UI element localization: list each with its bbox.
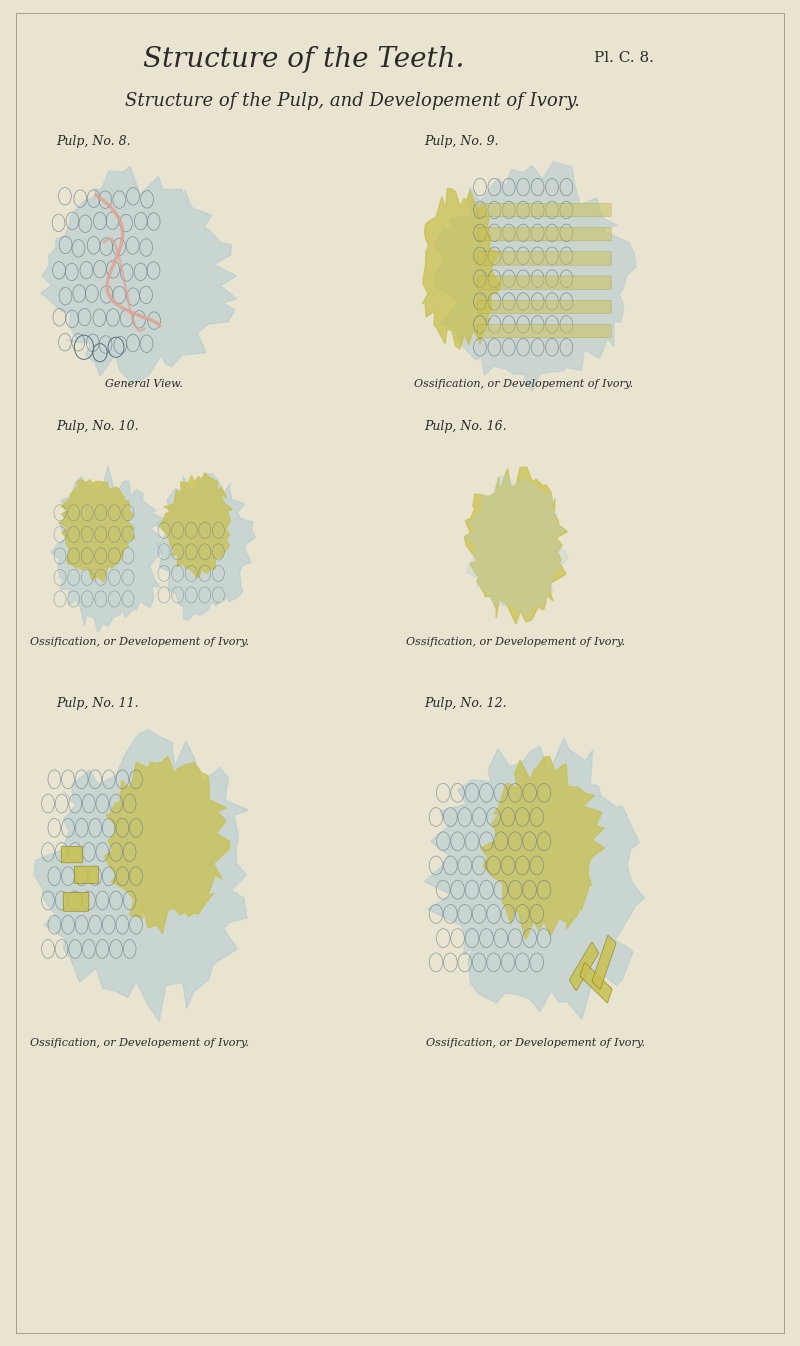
Text: Pulp, No. 9.: Pulp, No. 9. [424, 135, 498, 148]
FancyBboxPatch shape [570, 942, 598, 991]
Polygon shape [41, 167, 237, 382]
Polygon shape [425, 738, 644, 1019]
FancyBboxPatch shape [478, 227, 611, 241]
Polygon shape [155, 474, 255, 619]
FancyBboxPatch shape [478, 203, 611, 217]
FancyBboxPatch shape [74, 867, 98, 884]
Text: Structure of the Teeth.: Structure of the Teeth. [143, 46, 465, 73]
Text: Ossification, or Developement of Ivory.: Ossification, or Developement of Ivory. [414, 378, 634, 389]
FancyBboxPatch shape [478, 300, 611, 314]
Polygon shape [104, 756, 230, 933]
Text: Ossification, or Developement of Ivory.: Ossification, or Developement of Ivory. [30, 1038, 250, 1049]
Text: Pl. C. 8.: Pl. C. 8. [594, 51, 654, 65]
Text: Pulp, No. 10.: Pulp, No. 10. [56, 420, 138, 433]
Polygon shape [51, 466, 162, 633]
FancyBboxPatch shape [478, 324, 611, 338]
Text: Ossification, or Developement of Ivory.: Ossification, or Developement of Ivory. [30, 637, 250, 647]
FancyBboxPatch shape [478, 252, 611, 265]
Polygon shape [58, 479, 135, 583]
Polygon shape [160, 472, 232, 579]
Polygon shape [464, 467, 567, 625]
Text: Pulp, No. 12.: Pulp, No. 12. [424, 697, 506, 711]
Text: General View.: General View. [105, 378, 183, 389]
FancyBboxPatch shape [478, 276, 611, 289]
Polygon shape [466, 475, 568, 615]
Text: Structure of the Pulp, and Developement of Ivory.: Structure of the Pulp, and Developement … [125, 92, 579, 110]
Text: Ossification, or Developement of Ivory.: Ossification, or Developement of Ivory. [406, 637, 626, 647]
Text: Pulp, No. 8.: Pulp, No. 8. [56, 135, 130, 148]
FancyBboxPatch shape [592, 935, 616, 989]
Polygon shape [434, 162, 636, 392]
Polygon shape [422, 188, 502, 349]
Text: Pulp, No. 11.: Pulp, No. 11. [56, 697, 138, 711]
Polygon shape [481, 756, 605, 940]
Polygon shape [34, 730, 248, 1022]
FancyBboxPatch shape [61, 847, 83, 863]
FancyBboxPatch shape [580, 962, 612, 1003]
Text: Pulp, No. 16.: Pulp, No. 16. [424, 420, 506, 433]
FancyBboxPatch shape [63, 892, 89, 911]
Text: Ossification, or Developement of Ivory.: Ossification, or Developement of Ivory. [426, 1038, 646, 1049]
